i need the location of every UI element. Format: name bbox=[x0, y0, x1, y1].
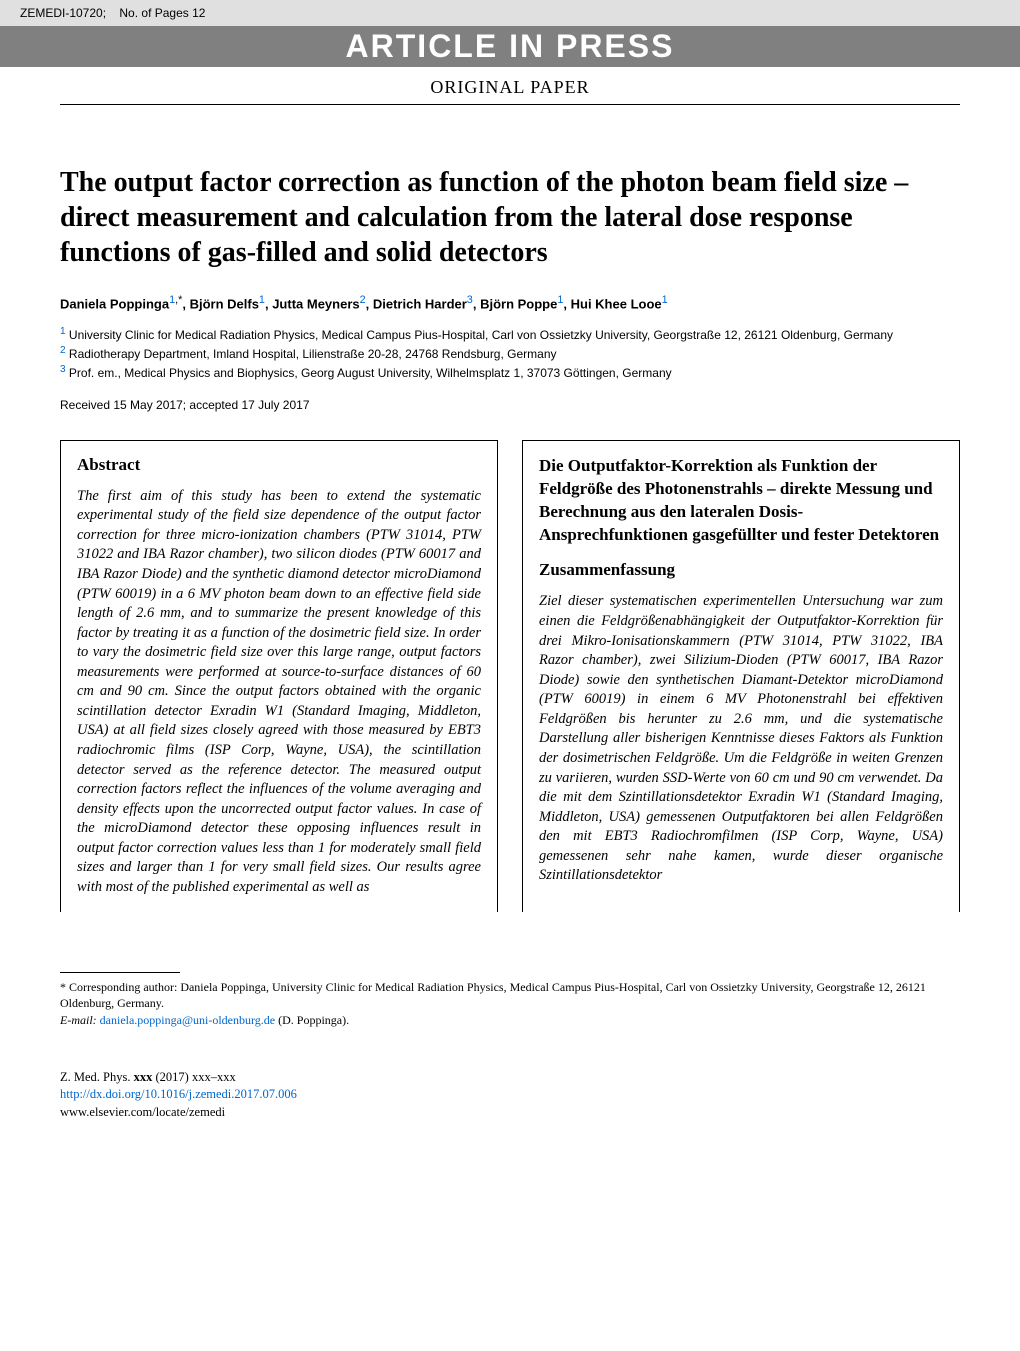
author: Björn Poppe bbox=[480, 296, 557, 311]
author-aff: 1 bbox=[259, 294, 265, 306]
article-ref: ZEMEDI-10720; bbox=[20, 6, 106, 20]
aff-text: University Clinic for Medical Radiation … bbox=[69, 328, 893, 342]
publisher-site: www.elsevier.com/locate/zemedi bbox=[60, 1104, 960, 1122]
author: Dietrich Harder bbox=[373, 296, 467, 311]
author-aff: 1 bbox=[557, 294, 563, 306]
email-footnote: E-mail: daniela.poppinga@uni-oldenburg.d… bbox=[60, 1012, 960, 1029]
author-aff: 2 bbox=[360, 294, 366, 306]
received-dates: Received 15 May 2017; accepted 17 July 2… bbox=[60, 398, 960, 412]
author: Daniela Poppinga bbox=[60, 296, 169, 311]
journal-name: Z. Med. Phys. bbox=[60, 1070, 134, 1084]
paper-type-wrap: ORIGINAL PAPER bbox=[60, 67, 960, 105]
email-name: (D. Poppinga). bbox=[278, 1013, 349, 1027]
affiliation-list: 1 University Clinic for Medical Radiatio… bbox=[60, 325, 960, 381]
abstract-row: Abstract The first aim of this study has… bbox=[60, 440, 960, 912]
volume: xxx bbox=[134, 1070, 153, 1084]
author: Hui Khee Looe bbox=[571, 296, 662, 311]
aff-num: 1 bbox=[60, 326, 66, 337]
author: Björn Delfs bbox=[190, 296, 259, 311]
affiliation: 1 University Clinic for Medical Radiatio… bbox=[60, 325, 960, 344]
running-header: ZEMEDI-10720; No. of Pages 12 bbox=[0, 0, 1020, 26]
banner-text: ARTICLE IN PRESS bbox=[346, 28, 675, 64]
corresponding-star: ,* bbox=[175, 294, 182, 306]
aff-num: 2 bbox=[60, 345, 66, 356]
email-link[interactable]: daniela.poppinga@uni-oldenburg.de bbox=[100, 1013, 275, 1027]
abstract-german: Die Outputfaktor-Korrektion als Funktion… bbox=[522, 440, 960, 912]
aff-text: Radiotherapy Department, Imland Hospital… bbox=[69, 347, 557, 361]
abstract-english: Abstract The first aim of this study has… bbox=[60, 440, 498, 912]
year-pages: (2017) xxx–xxx bbox=[152, 1070, 235, 1084]
footnote-separator bbox=[60, 972, 180, 973]
abstract-body: The first aim of this study has been to … bbox=[77, 487, 481, 898]
email-label: E-mail: bbox=[60, 1013, 97, 1027]
affiliation: 2 Radiotherapy Department, Imland Hospit… bbox=[60, 344, 960, 363]
author: Jutta Meyners bbox=[272, 296, 359, 311]
corresponding-footnote: * Corresponding author: Daniela Poppinga… bbox=[60, 979, 960, 1013]
author-list: Daniela Poppinga1,*, Björn Delfs1, Jutta… bbox=[60, 294, 960, 311]
paper-type: ORIGINAL PAPER bbox=[60, 67, 960, 104]
status-banner: ARTICLE IN PRESS bbox=[0, 26, 1020, 67]
author-aff: 3 bbox=[467, 294, 473, 306]
footnotes: * Corresponding author: Daniela Poppinga… bbox=[60, 979, 960, 1029]
aff-text: Prof. em., Medical Physics and Biophysic… bbox=[69, 366, 672, 380]
affiliation: 3 Prof. em., Medical Physics and Biophys… bbox=[60, 363, 960, 382]
author-aff: 1 bbox=[662, 294, 668, 306]
page-count: No. of Pages 12 bbox=[119, 6, 205, 20]
page-footer: Z. Med. Phys. xxx (2017) xxx–xxx http://… bbox=[60, 1069, 960, 1122]
zusammenfassung-body: Ziel dieser systematischen experimentell… bbox=[539, 592, 943, 885]
aff-num: 3 bbox=[60, 364, 66, 375]
corr-text: Corresponding author: Daniela Poppinga, … bbox=[60, 980, 926, 1011]
german-title: Die Outputfaktor-Korrektion als Funktion… bbox=[539, 455, 943, 547]
zusammenfassung-heading: Zusammenfassung bbox=[539, 560, 943, 580]
doi-link[interactable]: http://dx.doi.org/10.1016/j.zemedi.2017.… bbox=[60, 1087, 297, 1101]
abstract-heading: Abstract bbox=[77, 455, 481, 475]
article-title: The output factor correction as function… bbox=[60, 165, 960, 270]
citation-line: Z. Med. Phys. xxx (2017) xxx–xxx bbox=[60, 1069, 960, 1087]
